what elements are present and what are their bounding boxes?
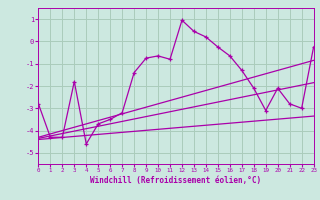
X-axis label: Windchill (Refroidissement éolien,°C): Windchill (Refroidissement éolien,°C) (91, 176, 261, 185)
